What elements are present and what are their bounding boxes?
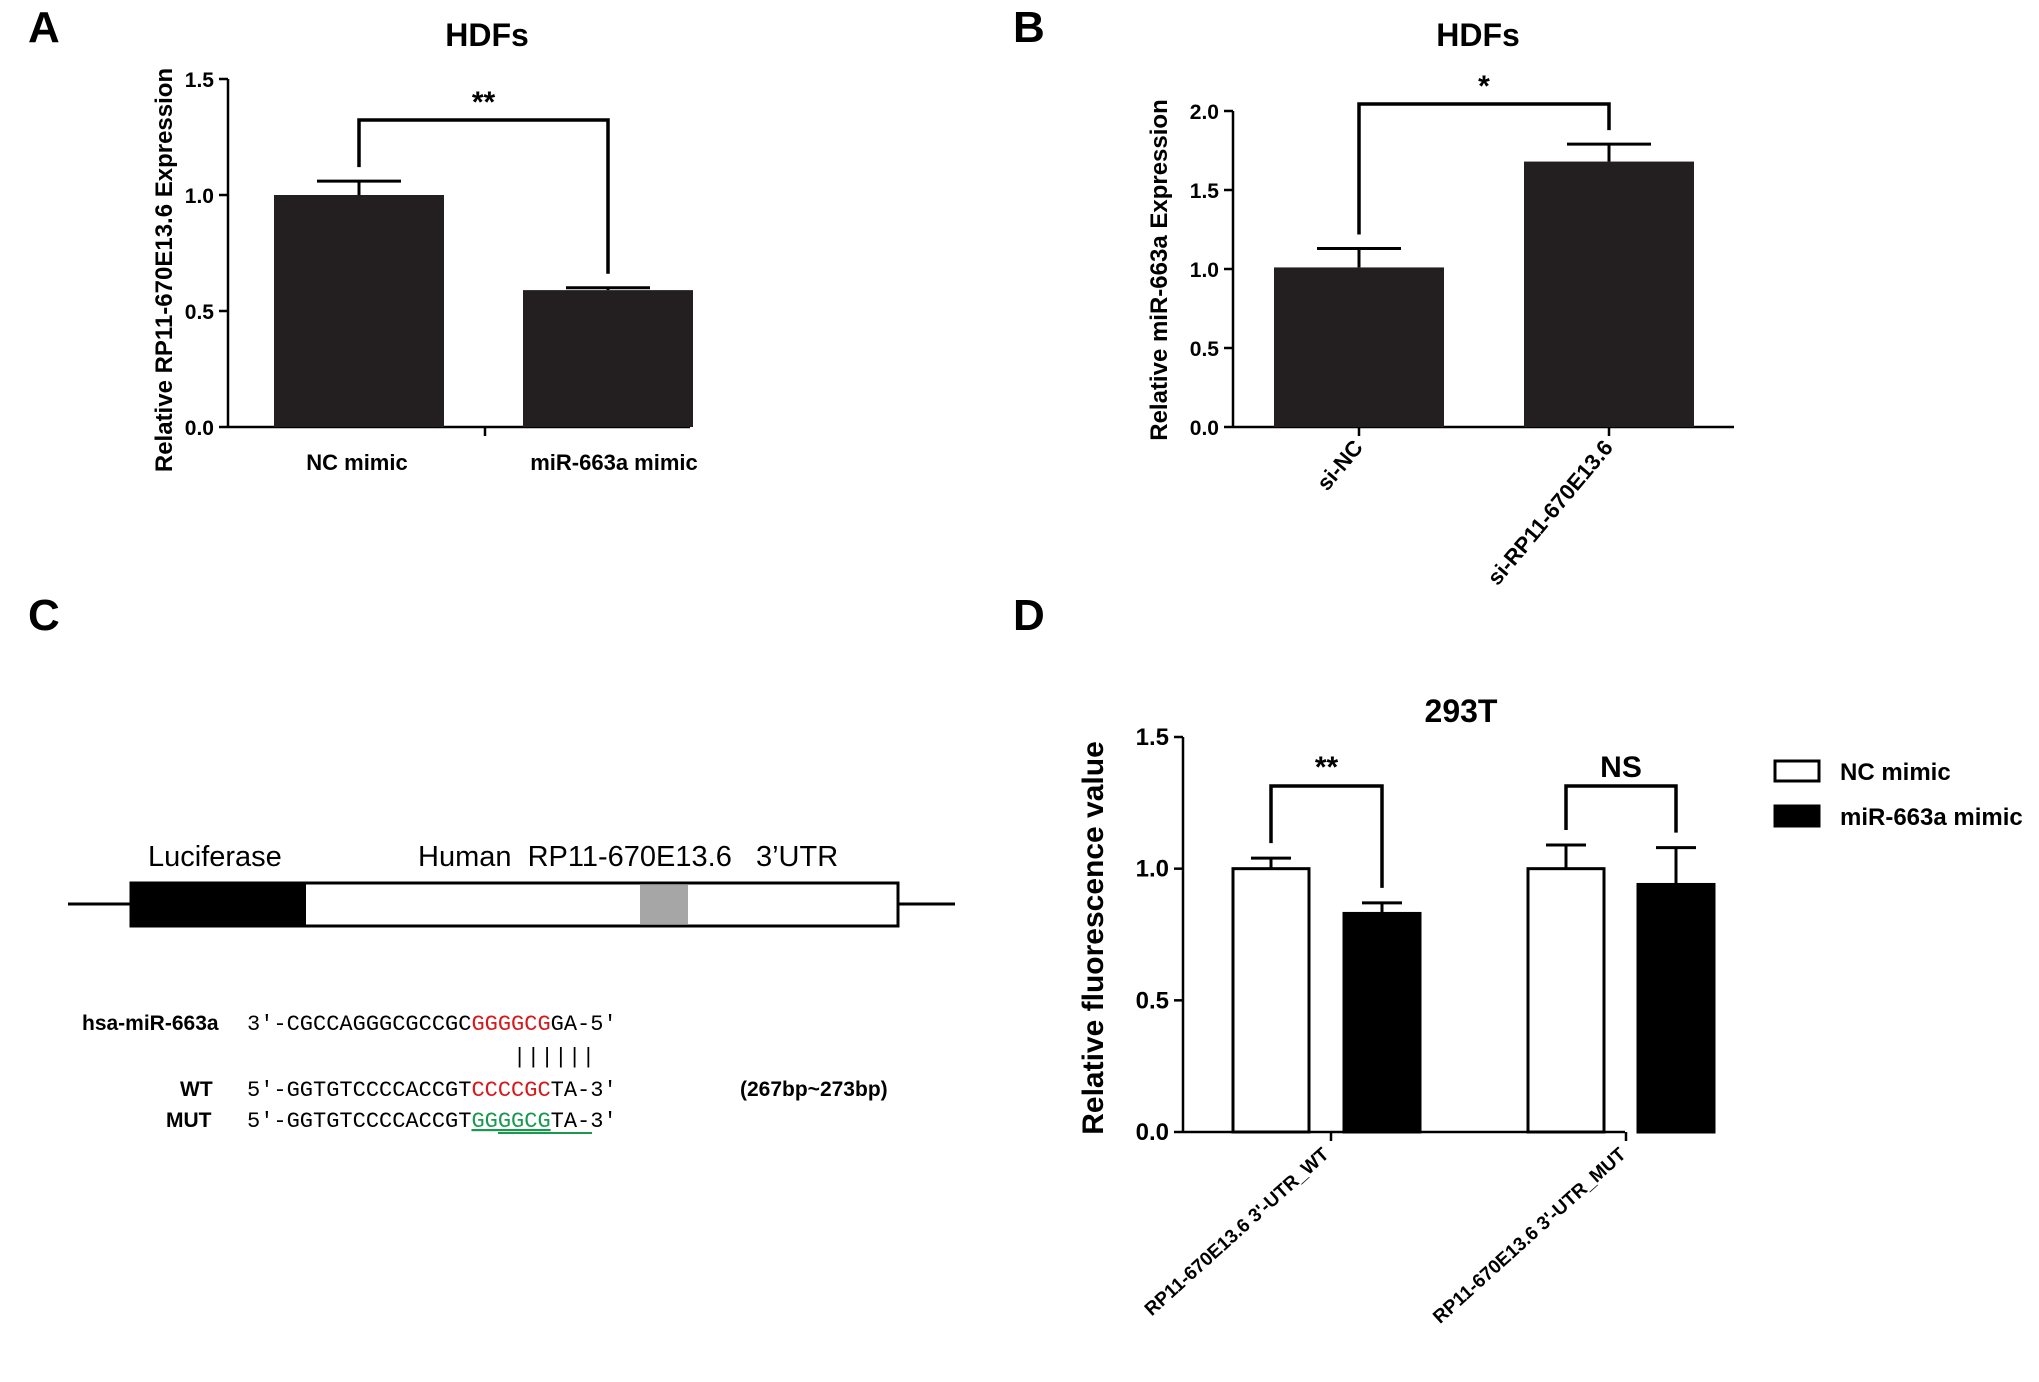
bar [1526,867,1606,1134]
x-tick-label: si-NC [1312,435,1368,495]
legend-label: miR-663a mimic [1840,804,2023,831]
panel-letter-d: D [1013,591,1045,640]
x-tick-label: RP11-670E13.6 3'-UTR_MUT [1429,1144,1630,1328]
chart-b-significance: * [1357,70,1611,235]
binding-site-box [640,885,688,924]
chart-b-yticks: 0.0 0.5 1.0 1.5 2.0 [1190,101,1233,440]
y-tick-label: 1.0 [185,185,214,208]
chart-d-categories: RP11-670E13.6 3'-UTR_WT RP11-670E13.6 3'-… [1141,1144,1631,1328]
chart-d-title: 293T [1425,693,1498,729]
y-tick-label: 1.0 [1190,259,1219,282]
mirna-sequence-suffix: GA-5′ [551,1012,617,1037]
x-tick-label: NC mimic [306,450,407,475]
x-tick-label: miR-663a mimic [530,450,698,475]
mut-sequence: 5′-GGTGTCCCCACCGTGGGGCGTA-3′ [247,1109,617,1134]
panel-letter-a: A [28,3,60,52]
bar [1342,911,1422,1134]
chart-d: 293T Relative fluorescence value 0.0 0.5 1… [1077,693,2023,1328]
y-tick-label: 0.0 [1136,1119,1169,1146]
panel-letter-b: B [1013,3,1045,52]
base-pairing: |||||| [513,1045,595,1070]
chart-a-significance: ** [357,86,610,274]
chart-d-significance: ** NS [1269,751,1678,888]
significance-label: ** [1315,751,1339,784]
utr-label: Human RP11-670E13.6 3’UTR [418,841,838,873]
wt-label: WT [180,1078,213,1101]
x-tick-label: RP11-670E13.6 3'-UTR_WT [1141,1144,1334,1320]
legend-swatch [1773,759,1821,783]
significance-label: ** [472,86,496,119]
chart-a-bars [274,179,693,427]
legend-swatch [1773,804,1821,828]
chart-d-yticks: 0.0 0.5 1.0 1.5 [1136,724,1183,1146]
chart-a-yticks: 0.0 0.5 1.0 1.5 [185,69,228,440]
y-tick-label: 1.5 [1190,180,1220,203]
bar [1231,867,1311,1134]
y-tick-label: 0.0 [185,417,214,440]
y-tick-label: 2.0 [1190,101,1219,124]
mut-sequence-suffix: TA-3′ [551,1109,617,1134]
mirna-sequence: 3′-CGCCAGGGCGCCGCGGGGCGGA-5′ [247,1012,617,1037]
chart-b-ylabel: Relative miR-663a Expression [1146,99,1173,441]
site-position: (267bp~273bp) [740,1078,888,1101]
significance-bracket [1269,784,1384,888]
mut-sequence-prefix: 5′-GGTGTCCCCACCGT [247,1109,471,1134]
chart-b-bars [1274,142,1694,427]
luciferase-label: Luciferase [148,841,282,873]
construct-diagram: Luciferase Human RP11-670E13.6 3’UTR hsa… [68,841,955,1134]
mut-site: GGGGCG [471,1109,550,1134]
chart-a-categories: NC mimic miR-663a mimic [306,450,698,475]
mirna-seed: GGGGCG [471,1012,550,1037]
bar [274,195,444,427]
chart-a: HDFs Relative RP11-670E13.6 Expression 0… [151,17,698,475]
mut-label: MUT [166,1109,212,1132]
chart-a-title: HDFs [445,17,529,53]
chart-a-ylabel: Relative RP11-670E13.6 Expression [151,68,178,472]
y-tick-label: 0.5 [1136,987,1169,1014]
chart-b-title: HDFs [1436,17,1520,53]
chart-d-ylabel: Relative fluorescence value [1077,741,1110,1135]
significance-bracket [1564,784,1678,833]
wt-sequence-prefix: 5′-GGTGTCCCCACCGT [247,1078,471,1103]
significance-bracket [357,118,610,274]
wt-sequence-suffix: TA-3′ [551,1078,617,1103]
bar [1636,882,1716,1134]
y-tick-label: 1.5 [1136,724,1169,751]
x-tick-label: si-RP11-670E13.6 [1482,435,1618,590]
panel-letter-c: C [28,591,60,640]
bar [1524,161,1694,427]
y-tick-label: 1.0 [1136,856,1169,883]
chart-d-bars [1231,843,1716,1134]
y-tick-label: 0.5 [1190,338,1220,361]
mirna-name: hsa-miR-663a [82,1012,219,1035]
significance-label: * [1478,70,1490,103]
legend-label: NC mimic [1840,759,1951,786]
wt-sequence: 5′-GGTGTCCCCACCGTCCCCGCTA-3′ [247,1078,617,1103]
luciferase-box [131,883,306,926]
significance-label: NS [1600,751,1642,784]
y-tick-label: 0.5 [185,301,215,324]
bar [523,290,693,427]
y-tick-label: 0.0 [1190,417,1219,440]
wt-site: CCCCGC [471,1078,550,1103]
chart-d-legend: NC mimic miR-663a mimic [1773,759,2023,831]
chart-b: HDFs Relative miR-663a Expression 0.0 0.5… [1146,17,1734,590]
significance-bracket [1357,102,1611,235]
chart-b-categories: si-NC si-RP11-670E13.6 [1312,435,1618,590]
bar [1274,267,1444,427]
y-tick-label: 1.5 [185,69,215,92]
mirna-sequence-prefix: 3′-CGCCAGGGCGCCGC [247,1012,471,1037]
